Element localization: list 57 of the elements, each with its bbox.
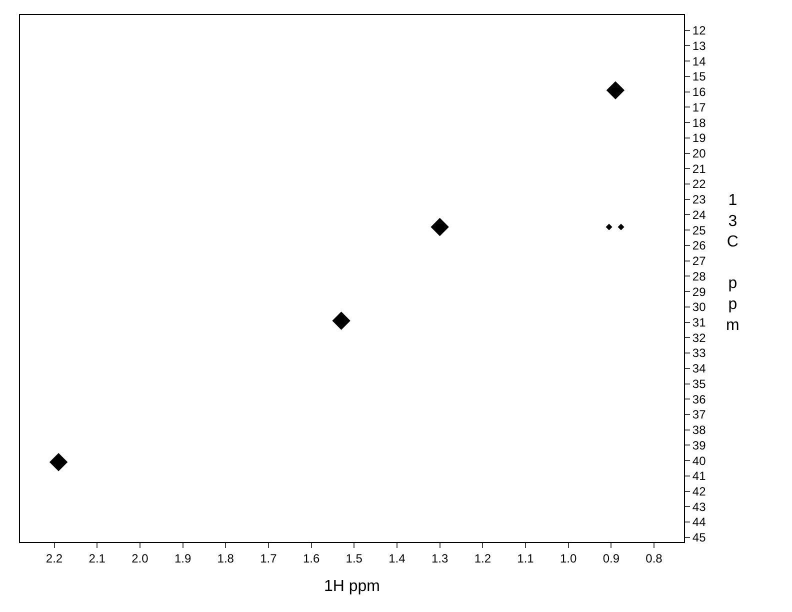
y-tick-label: 21 [692, 162, 706, 176]
x-axis-title: 1H ppm [324, 578, 380, 596]
y-tick-label: 39 [692, 438, 706, 452]
y-tick-label: 43 [692, 500, 706, 514]
y-tick-label: 17 [692, 100, 706, 114]
y-tick-label: 25 [692, 223, 706, 238]
y-tick-label: 45 [692, 530, 706, 545]
x-tick-label: 1.8 [217, 551, 234, 566]
x-tick-label: 0.9 [602, 551, 620, 566]
x-tick-label: 1.7 [260, 551, 278, 566]
y-tick-label: 38 [692, 423, 706, 438]
point [618, 224, 624, 230]
point [49, 453, 68, 472]
y-tick-label: 33 [692, 346, 706, 360]
y-tick-label: 16 [692, 85, 706, 100]
x-tick-label: 1.9 [174, 551, 192, 566]
y-tick-label: 28 [692, 269, 706, 284]
y-tick-label: 32 [692, 330, 706, 345]
x-tick-label: 2.0 [132, 551, 149, 566]
x-tick-label: 1.0 [560, 551, 578, 566]
y-tick-label: 37 [692, 408, 706, 422]
y-tick-label: 29 [692, 284, 706, 299]
x-tick-label: 2.2 [46, 551, 63, 566]
text: 13C ppm [726, 192, 740, 334]
y-tick-label: 36 [692, 392, 706, 406]
x-tick-label: 1.2 [474, 551, 492, 566]
point [606, 224, 612, 230]
x-tick-label: 2.1 [88, 551, 106, 566]
y-tick-label: 41 [692, 469, 706, 484]
y-tick-label: 14 [692, 54, 706, 68]
y-tick-label: 34 [692, 362, 706, 376]
x-tick-label: 1.3 [431, 551, 448, 566]
y-tick-label: 35 [692, 376, 706, 391]
y-tick-label: 42 [692, 484, 706, 498]
y-tick-label: 44 [692, 515, 706, 530]
x-tick-label: 1.5 [346, 551, 363, 566]
y-tick-label: 23 [692, 192, 706, 207]
point [332, 312, 350, 330]
y-tick-label: 18 [692, 116, 706, 130]
y-tick-label: 15 [692, 70, 706, 84]
point [430, 218, 449, 236]
x-tick-label: 0.8 [646, 551, 663, 566]
y-tick-label: 22 [692, 177, 706, 192]
y-tick-label: 12 [692, 24, 706, 38]
y-tick-label: 40 [692, 454, 706, 468]
y-tick-label: 13 [692, 38, 706, 53]
x-tick-label: 1.6 [302, 551, 320, 566]
y-tick-label: 31 [692, 315, 706, 330]
point [606, 81, 625, 100]
y-tick-label: 19 [692, 131, 706, 146]
y-tick-label: 20 [692, 146, 706, 160]
x-tick-label: 1.1 [517, 551, 534, 566]
y-tick-label: 24 [692, 208, 706, 222]
y-tick-label: 30 [692, 300, 706, 314]
y-tick-label: 27 [692, 254, 706, 268]
x-tick-label: 1.4 [388, 551, 406, 566]
y-tick-label: 26 [692, 238, 706, 253]
